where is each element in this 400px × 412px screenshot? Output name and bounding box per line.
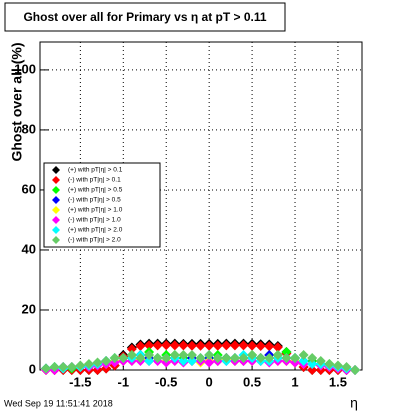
marker <box>350 365 361 375</box>
legend-label: (+) with pT|η| > 0.5 <box>68 187 123 194</box>
marker <box>83 358 94 369</box>
marker <box>144 355 155 366</box>
marker <box>152 340 163 351</box>
marker <box>186 349 197 360</box>
y-axis-label: Ghost over all (%) <box>9 42 25 161</box>
marker <box>255 352 266 363</box>
x-tick-label: 1 <box>291 374 298 389</box>
y-tick-label: 80 <box>22 121 36 136</box>
marker <box>204 357 215 368</box>
legend-label: (-) with pT|η| > 0.5 <box>68 197 121 204</box>
marker <box>109 352 120 363</box>
legend-box <box>43 162 161 248</box>
marker <box>169 349 180 360</box>
marker <box>298 349 309 360</box>
x-tick-label: 0.5 <box>243 374 261 389</box>
legend-label: (-) with pT|η| > 0.1 <box>68 177 121 184</box>
marker <box>238 340 249 351</box>
marker <box>315 355 326 366</box>
marker <box>126 349 137 360</box>
legend-label: (+) with pT|η| > 0.1 <box>68 167 123 174</box>
marker <box>281 352 292 363</box>
marker <box>101 355 112 366</box>
y-tick-label: 20 <box>22 301 36 316</box>
legend-label: (+) with pT|η| > 2.0 <box>68 227 123 234</box>
y-tick-label: 40 <box>22 241 36 256</box>
legend-marker <box>52 166 60 174</box>
marker <box>298 355 309 366</box>
marker <box>152 352 163 363</box>
marker <box>212 352 223 363</box>
legend-marker <box>52 216 60 224</box>
marker <box>195 340 206 351</box>
y-tick-label: 0 <box>29 361 36 376</box>
marker <box>221 352 232 363</box>
marker <box>178 340 189 351</box>
marker <box>41 363 52 374</box>
x-axis-label: η <box>350 395 358 411</box>
marker <box>49 361 60 372</box>
marker <box>135 352 146 363</box>
y-tick-label: 60 <box>22 181 36 196</box>
x-tick-label: -1 <box>118 374 130 389</box>
marker <box>144 340 155 351</box>
marker <box>169 340 180 351</box>
marker <box>204 340 215 351</box>
marker <box>126 343 137 354</box>
chart-title: Ghost over all for Primary vs η at pT > … <box>23 10 266 24</box>
x-tick-label: 0 <box>206 374 213 389</box>
marker <box>229 352 240 363</box>
marker <box>195 352 206 363</box>
marker <box>75 360 86 371</box>
marker <box>332 360 343 371</box>
marker <box>118 352 129 363</box>
marker <box>204 349 215 360</box>
marker <box>264 341 275 352</box>
marker <box>307 365 318 375</box>
marker <box>307 358 318 369</box>
marker <box>229 340 240 351</box>
marker <box>178 355 189 366</box>
marker <box>66 361 77 372</box>
x-tick-label: -0.5 <box>155 374 177 389</box>
marker <box>161 352 172 363</box>
marker <box>186 355 197 366</box>
marker <box>264 352 275 363</box>
x-tick-label: 1.5 <box>329 374 347 389</box>
marker <box>161 340 172 351</box>
legend-label: (-) with pT|η| > 2.0 <box>68 237 121 244</box>
legend-marker <box>52 176 60 184</box>
marker <box>238 352 249 363</box>
legend-label: (-) with pT|η| > 1.0 <box>68 217 121 224</box>
marker <box>290 352 301 363</box>
marker <box>135 340 146 351</box>
marker <box>92 357 103 368</box>
marker <box>341 361 352 372</box>
marker <box>212 340 223 351</box>
marker <box>247 349 258 360</box>
legend-marker <box>52 236 60 244</box>
x-tick-label: -1.5 <box>69 374 91 389</box>
y-tick-label: 100 <box>14 61 36 76</box>
marker <box>272 342 283 353</box>
legend-marker <box>52 196 60 204</box>
marker <box>324 358 335 369</box>
marker <box>144 349 155 360</box>
legend-marker <box>52 226 60 234</box>
legend-marker <box>52 186 60 194</box>
marker <box>221 340 232 351</box>
marker <box>247 340 258 351</box>
timestamp: Wed Sep 19 11:51:41 2018 <box>4 398 113 408</box>
marker <box>178 349 189 360</box>
legend-marker <box>52 206 60 214</box>
marker <box>186 340 197 351</box>
marker <box>272 349 283 360</box>
legend-label: (+) with pT|η| > 1.0 <box>68 207 123 214</box>
marker <box>307 352 318 363</box>
marker <box>255 340 266 351</box>
marker <box>58 361 69 372</box>
marker <box>281 346 292 357</box>
title-box <box>4 2 286 32</box>
